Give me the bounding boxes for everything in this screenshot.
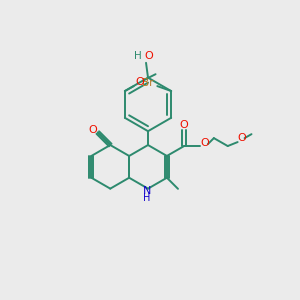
Text: Br: Br (142, 78, 153, 88)
Text: H: H (134, 51, 142, 61)
Text: O: O (145, 51, 153, 61)
Text: O: O (237, 133, 246, 143)
Text: O: O (180, 120, 188, 130)
Text: O: O (201, 138, 209, 148)
Text: O: O (135, 77, 144, 87)
Text: N: N (143, 186, 151, 196)
Text: O: O (88, 124, 97, 135)
Text: H: H (143, 193, 151, 202)
